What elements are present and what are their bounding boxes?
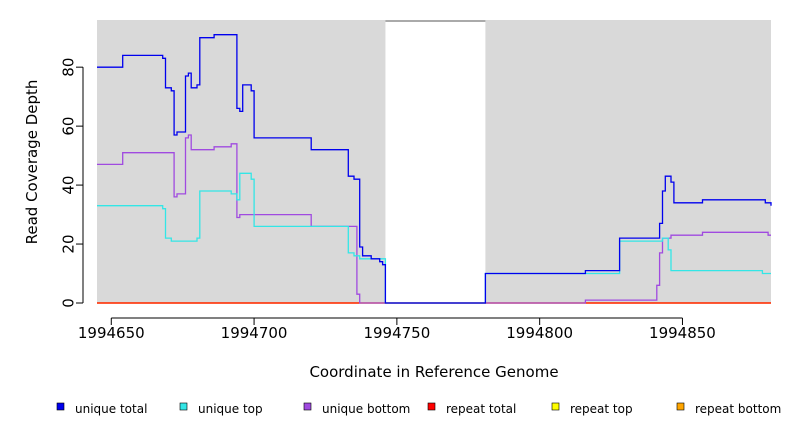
y-tick-label: 20: [60, 234, 78, 253]
y-tick-label: 0: [60, 298, 78, 308]
legend-swatch-repeat-total: [427, 402, 436, 411]
x-tick-label: 1994850: [649, 324, 716, 342]
legend-swatch-unique-top: [179, 402, 188, 411]
axes: 1994650 1994700 1994750 1994800 1994850 0 20 40…: [60, 58, 716, 342]
legend-label-unique-total: unique total: [75, 402, 147, 416]
x-tick-label: 1994750: [363, 324, 430, 342]
series-line-unique-top: [97, 172, 771, 304]
legend-label-repeat-total: repeat total: [446, 402, 516, 416]
y-axis-title: Read Coverage Depth: [23, 80, 41, 245]
legend-swatch-unique-bottom: [303, 402, 312, 411]
x-tick-label: 1994650: [78, 324, 145, 342]
y-tick-label: 60: [60, 117, 78, 136]
legend: unique total unique top unique bottom repea…: [56, 402, 781, 416]
legend-label-repeat-top: repeat top: [570, 402, 633, 416]
series-layer: [97, 34, 772, 304]
x-axis-title: Coordinate in Reference Genome: [309, 363, 558, 381]
legend-label-unique-top: unique top: [198, 402, 263, 416]
y-tick-label: 40: [60, 176, 78, 195]
x-tick-label: 1994800: [506, 324, 573, 342]
legend-swatch-unique-total: [56, 402, 65, 411]
legend-label-repeat-bottom: repeat bottom: [695, 402, 781, 416]
series-line-unique-total: [97, 34, 772, 304]
gap-region: [385, 20, 486, 303]
legend-swatch-repeat-bottom: [676, 402, 685, 411]
legend-swatch-repeat-top: [551, 402, 560, 411]
y-tick-label: 80: [60, 58, 78, 77]
x-tick-label: 1994700: [221, 324, 288, 342]
plot-area: [97, 20, 771, 303]
legend-label-unique-bottom: unique bottom: [322, 402, 410, 416]
